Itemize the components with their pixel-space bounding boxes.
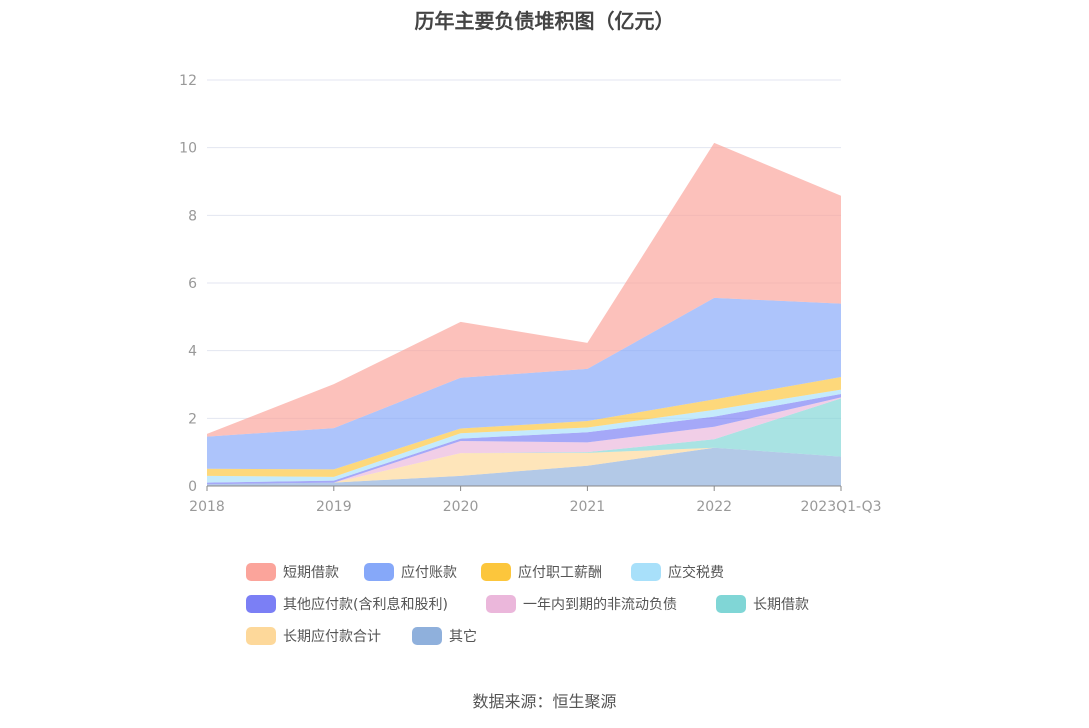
legend-swatch [364, 563, 394, 581]
legend-label: 一年内到期的非流动负债 [523, 597, 677, 613]
legend-swatch [246, 627, 276, 645]
area-长期借款 [207, 398, 841, 485]
y-tick-label: 0 [188, 479, 197, 495]
legend-label: 应交税费 [668, 565, 724, 581]
legend-swatch [486, 595, 516, 613]
chart-title: 历年主要负债堆积图（亿元） [414, 9, 675, 33]
x-tick-label: 2023Q1-Q3 [800, 499, 881, 515]
data-source: 数据来源：恒生聚源 [472, 692, 617, 711]
y-tick-label: 4 [188, 344, 197, 360]
x-tick-label: 2021 [570, 499, 606, 515]
x-tick-label: 2018 [189, 499, 225, 515]
legend-item[interactable]: 长期借款 [716, 594, 809, 614]
legend-label: 其他应付款(含利息和股利) [283, 597, 448, 613]
legend-item[interactable]: 应交税费 [631, 562, 724, 582]
legend-label: 其它 [449, 629, 477, 645]
legend-swatch [246, 595, 276, 613]
area-短期借款 [207, 142, 841, 437]
area-应付账款 [207, 297, 841, 470]
legend-label: 长期借款 [753, 597, 809, 613]
area-其他应付款(含利息和股利) [207, 393, 841, 485]
legend-item[interactable]: 短期借款 [246, 562, 339, 582]
y-tick-label: 2 [188, 411, 197, 427]
area-其它 [207, 447, 841, 486]
legend-item[interactable]: 长期应付款合计 [246, 626, 381, 646]
legend-label: 长期应付款合计 [283, 629, 381, 645]
legend-swatch [716, 595, 746, 613]
legend-item[interactable]: 其他应付款(含利息和股利) [246, 594, 448, 614]
legend-label: 短期借款 [283, 565, 339, 581]
legend-label: 应付账款 [401, 565, 457, 581]
x-tick-label: 2020 [443, 499, 479, 515]
legend-item[interactable]: 一年内到期的非流动负债 [486, 594, 677, 614]
legend-item[interactable]: 应付职工薪酬 [481, 562, 602, 582]
y-tick-label: 8 [188, 208, 197, 224]
y-tick-label: 12 [179, 73, 197, 89]
y-tick-label: 10 [179, 141, 197, 157]
x-tick-label: 2019 [316, 499, 352, 515]
legend-swatch [246, 563, 276, 581]
legend-swatch [481, 563, 511, 581]
stacked-area-chart: 0 2 4 6 8 10 12 2018 2019 2020 2021 2022 2023Q1-Q3 [179, 73, 881, 515]
legend-item[interactable]: 其它 [412, 626, 477, 646]
y-tick-label: 6 [188, 276, 197, 292]
x-tick-label: 2022 [696, 499, 732, 515]
legend-item[interactable]: 应付账款 [364, 562, 457, 582]
legend-label: 应付职工薪酬 [518, 565, 602, 581]
area-长期应付款合计 [207, 447, 841, 485]
legend-swatch [631, 563, 661, 581]
area-应付职工薪酬 [207, 377, 841, 477]
legend-swatch [412, 627, 442, 645]
